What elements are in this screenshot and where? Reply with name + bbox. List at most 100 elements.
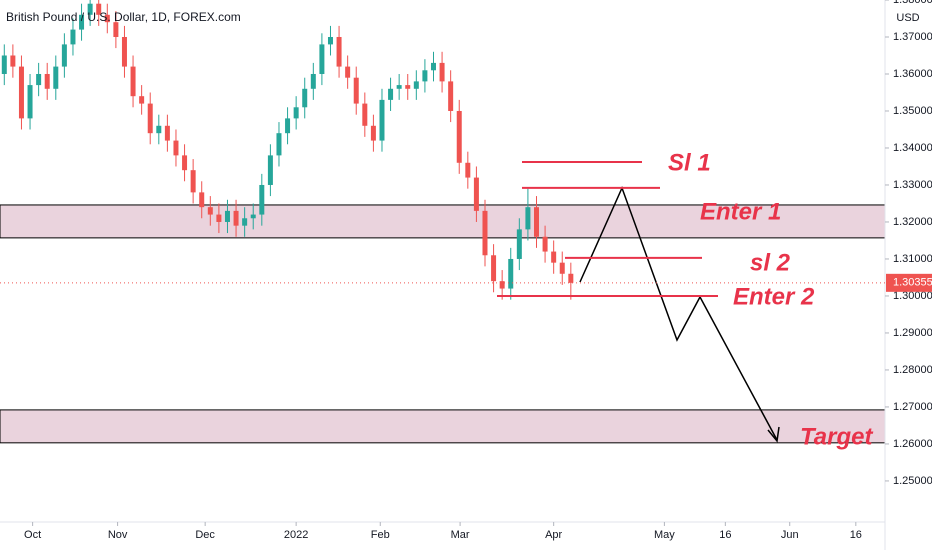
candle-body (242, 218, 248, 226)
x-tick-label: 16 (719, 529, 731, 541)
annotation: Enter 1 (700, 198, 781, 225)
candle-body (207, 207, 213, 215)
candle-body (233, 210, 239, 226)
drawings (497, 161, 780, 443)
candle-body (156, 125, 162, 134)
candle-body (499, 281, 505, 289)
candle-body (61, 44, 67, 67)
candle-body (130, 66, 136, 97)
candle-body (516, 229, 522, 259)
candle-body (533, 207, 539, 237)
y-tick-label: 1.28000 (893, 364, 932, 376)
chart-title: British Pound / U.S. Dollar, 1D, FOREX.c… (6, 10, 241, 24)
x-tick-label: Dec (195, 529, 215, 541)
candle-body (551, 251, 557, 263)
annotation: sl 2 (750, 249, 791, 276)
candle-body (310, 73, 316, 89)
annotation: Enter 2 (733, 283, 815, 310)
candle-body (379, 99, 385, 141)
candle-body (267, 155, 273, 185)
y-tick-label: 1.35000 (893, 105, 932, 117)
candle-body (44, 73, 50, 89)
last-price-tag (886, 273, 932, 292)
candle-body (224, 210, 230, 222)
candle-body (164, 125, 170, 141)
candle-body (448, 81, 454, 111)
candle-body (104, 14, 110, 23)
candle-body (568, 273, 574, 283)
last-price-label: 1.30355 (893, 277, 932, 289)
x-tick-label: Oct (24, 529, 41, 541)
candle-body (18, 66, 24, 119)
candle-body (285, 118, 291, 134)
x-tick-label: Jun (781, 529, 799, 541)
candle-body (327, 36, 333, 45)
annotation: Target (800, 423, 873, 450)
y-tick-label: 1.26000 (893, 438, 932, 450)
candle-body (27, 85, 33, 119)
candle-body (276, 133, 282, 156)
candle-body (199, 192, 205, 208)
candle-body (465, 162, 471, 178)
candle-body (293, 107, 299, 119)
candle-body (430, 62, 436, 71)
candle-body (482, 210, 488, 256)
candle-body (190, 170, 196, 193)
zone (0, 204, 886, 239)
candle-body (319, 44, 325, 74)
candle-body (542, 236, 548, 252)
y-tick-label: 1.31000 (893, 253, 932, 265)
candle-body (87, 3, 93, 15)
candle-body (173, 140, 179, 156)
y-tick-label: 1.34000 (893, 142, 932, 154)
x-tick-label: Nov (108, 529, 128, 541)
annotation: Sl 1 (668, 149, 711, 176)
candle-body (388, 88, 394, 100)
candles (1, 0, 574, 300)
candle-body (413, 81, 419, 89)
candle-body (405, 85, 411, 89)
x-tick-label: Apr (545, 529, 562, 541)
zone (0, 409, 886, 444)
candle-body (559, 262, 565, 274)
x-tick-label: 16 (850, 529, 862, 541)
candle-body (473, 177, 479, 211)
candle-body (353, 77, 359, 104)
candle-body (396, 85, 402, 89)
x-tick-label: May (654, 529, 675, 541)
y-tick-label: 1.32000 (893, 216, 932, 228)
forecast-arrow (579, 185, 778, 441)
x-tick-label: Mar (451, 529, 470, 541)
candle-body (121, 36, 127, 67)
candle-body (508, 258, 514, 289)
y-tick-label: 1.36000 (893, 68, 932, 80)
candle-body (53, 66, 59, 89)
candle-body (113, 22, 119, 37)
candle-body (79, 14, 85, 30)
candle-body (345, 66, 351, 78)
y-tick-label: 1.29000 (893, 327, 932, 339)
candle-body (250, 214, 256, 219)
candle-body (1, 55, 7, 74)
y-tick-label: 1.38000 (893, 0, 932, 6)
x-tick-label: Feb (371, 529, 390, 541)
candle-body (182, 155, 188, 171)
currency-label: USD (896, 12, 919, 24)
candle-body (70, 29, 76, 45)
candle-body (362, 103, 368, 126)
candle-body (96, 3, 102, 15)
arrow-head (767, 426, 780, 443)
candle-body (36, 73, 42, 86)
candle-body (456, 110, 462, 163)
candle-body (439, 62, 445, 82)
candle-body (147, 103, 153, 134)
candle-body (491, 255, 497, 282)
candle-body (370, 125, 376, 141)
candle-body (422, 70, 428, 82)
y-tick-label: 1.37000 (893, 31, 932, 43)
candle-body (139, 96, 145, 104)
candle-body (259, 184, 265, 215)
candle-body (216, 214, 222, 222)
